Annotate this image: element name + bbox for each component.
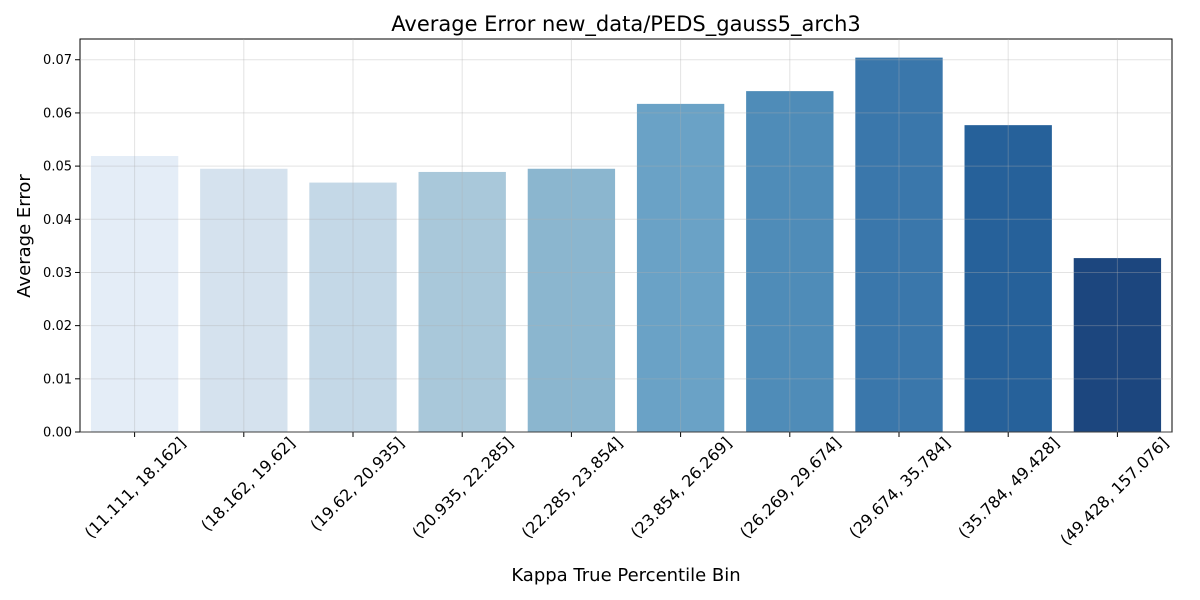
bar bbox=[855, 57, 943, 433]
y-tick-label: 0.06 bbox=[43, 106, 72, 121]
bar bbox=[90, 156, 179, 432]
y-tick-label: 0.02 bbox=[43, 319, 72, 334]
x-tick-label: (26.269, 29.674] bbox=[736, 433, 845, 542]
bar bbox=[418, 171, 506, 432]
bar bbox=[636, 103, 725, 432]
x-tick-label: (20.935, 22.285] bbox=[408, 433, 517, 542]
x-tick-label: (23.854, 26.269] bbox=[627, 433, 736, 542]
x-tick-label: (22.285, 23.854] bbox=[518, 433, 627, 542]
x-tick-label: (11.111, 18.162] bbox=[81, 433, 190, 542]
y-tick-label: 0.00 bbox=[43, 426, 72, 441]
y-tick-label: 0.03 bbox=[43, 266, 72, 281]
plot-frame bbox=[79, 38, 1173, 433]
bar bbox=[746, 91, 834, 433]
x-axis-label: Kappa True Percentile Bin bbox=[511, 565, 740, 586]
bar bbox=[527, 168, 616, 432]
y-axis-label: Average Error bbox=[14, 174, 35, 298]
x-tick-label: (18.162, 19.62] bbox=[197, 433, 298, 534]
x-tick-label: (49.428, 157.076] bbox=[1056, 433, 1172, 549]
bar bbox=[1073, 258, 1162, 432]
y-tick-label: 0.01 bbox=[43, 372, 72, 387]
y-tick-label: 0.07 bbox=[43, 53, 72, 68]
x-tick-label: (29.674, 35.784] bbox=[845, 433, 954, 542]
bars bbox=[90, 57, 1162, 433]
x-tick-label: (19.62, 20.935] bbox=[306, 433, 407, 534]
grid bbox=[80, 39, 1172, 433]
bar bbox=[309, 182, 397, 432]
x-tick-label: (35.784, 49.428] bbox=[954, 433, 1063, 542]
bar bbox=[200, 168, 288, 432]
y-tick-label: 0.04 bbox=[43, 213, 72, 228]
bar bbox=[964, 125, 1052, 433]
y-tick-label: 0.05 bbox=[43, 160, 72, 175]
chart-title: Average Error new_data/PEDS_gauss5_arch3 bbox=[391, 12, 861, 37]
